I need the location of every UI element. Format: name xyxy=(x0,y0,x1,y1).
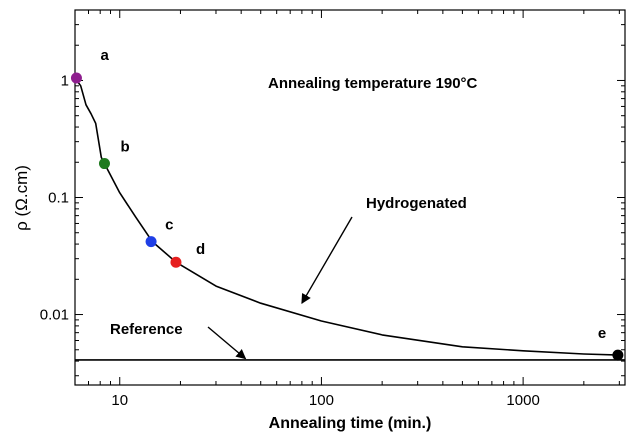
data-point-label-e: e xyxy=(598,325,606,342)
x-axis-title: Annealing time (min.) xyxy=(269,415,432,432)
x-tick-label: 10 xyxy=(111,392,128,409)
annotation-reference: Reference xyxy=(110,321,183,338)
arrow-reference xyxy=(207,326,247,360)
data-point-d xyxy=(170,256,182,268)
data-point-label-c: c xyxy=(165,217,173,234)
annotation-hydrogenated: Hydrogenated xyxy=(366,195,467,212)
data-point-b xyxy=(98,158,110,170)
arrow-hydrogenated xyxy=(301,216,353,305)
tick-marks xyxy=(74,9,625,385)
data-point-c xyxy=(145,236,157,248)
data-point-a xyxy=(70,72,82,84)
data-points: a b c d e xyxy=(70,47,624,361)
series-lines xyxy=(74,77,625,361)
annotation-temperature: Annealing temperature 190°C xyxy=(268,75,478,92)
x-tick-label: 1000 xyxy=(506,392,539,409)
y-tick-label: 1 xyxy=(61,72,69,89)
tick-labels: 10 100 1000 0.01 0.1 1 xyxy=(40,72,540,409)
data-point-label-a: a xyxy=(100,47,109,64)
series-line-hydrogenated xyxy=(74,77,620,356)
y-axis-title: ρ (Ω.cm) xyxy=(12,165,31,231)
data-point-e xyxy=(612,349,624,361)
data-point-label-b: b xyxy=(120,139,129,156)
y-tick-label: 0.01 xyxy=(40,307,69,324)
y-tick-label: 0.1 xyxy=(48,190,69,207)
data-point-label-d: d xyxy=(196,241,205,258)
x-tick-label: 100 xyxy=(309,392,334,409)
annotations: Annealing temperature 190°C Hydrogenated R… xyxy=(110,75,478,360)
